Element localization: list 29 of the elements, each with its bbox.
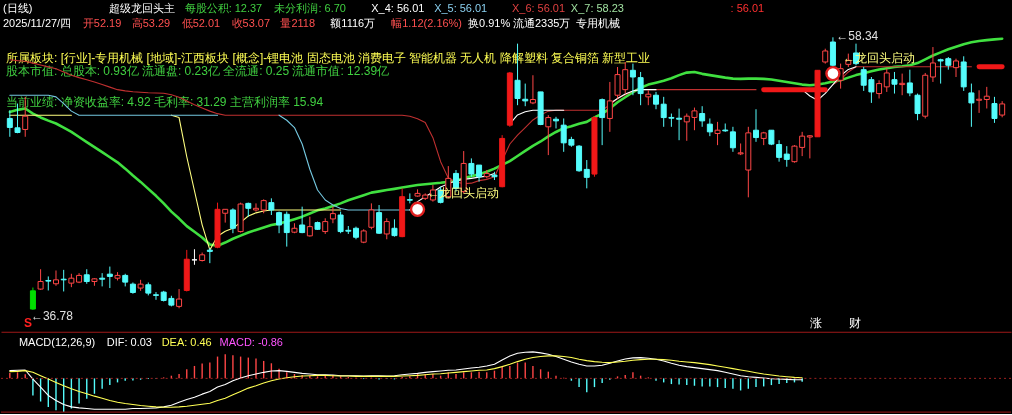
text: X_6: 56.01 — [511, 1, 566, 14]
text: 每股公积: 12.37 — [184, 1, 263, 14]
text: 高53.29 — [131, 16, 171, 29]
text: 流通2335万 — [512, 16, 571, 29]
text: 未分利润: 6.70 — [274, 1, 346, 14]
text: 超级龙回头主 — [108, 1, 175, 14]
text: 低52.01 — [181, 16, 221, 29]
text: 额1116万 — [330, 16, 376, 29]
text: 开52.19 — [82, 16, 122, 29]
text: 换0.91% — [468, 16, 511, 29]
text: X_4: 56.01 — [371, 1, 425, 14]
text: S — [23, 315, 32, 330]
text: X_7: 58.23 — [570, 1, 624, 14]
text: : 56.01 — [730, 1, 765, 14]
text: X_5: 56.01 — [434, 1, 488, 14]
text: 专用机械 — [575, 16, 620, 29]
chart-title: MACD(12,26,9) — [18, 335, 96, 348]
text: 涨 — [810, 315, 823, 330]
text: DEA: 0.46 — [161, 335, 212, 348]
annotation: ←58.34 — [836, 29, 879, 44]
text: 收53.07 — [231, 16, 270, 29]
text: (日线) — [2, 1, 33, 14]
text: 量2118 — [280, 16, 316, 29]
text: 财 — [849, 315, 862, 330]
annotation: ←36.78 — [30, 308, 74, 323]
text: 幅1.12(2.16%) — [391, 16, 462, 29]
text: 2025/11/27/四 — [2, 16, 72, 29]
text: MACD: -0.86 — [219, 335, 283, 348]
text: DIF: 0.03 — [106, 335, 152, 348]
